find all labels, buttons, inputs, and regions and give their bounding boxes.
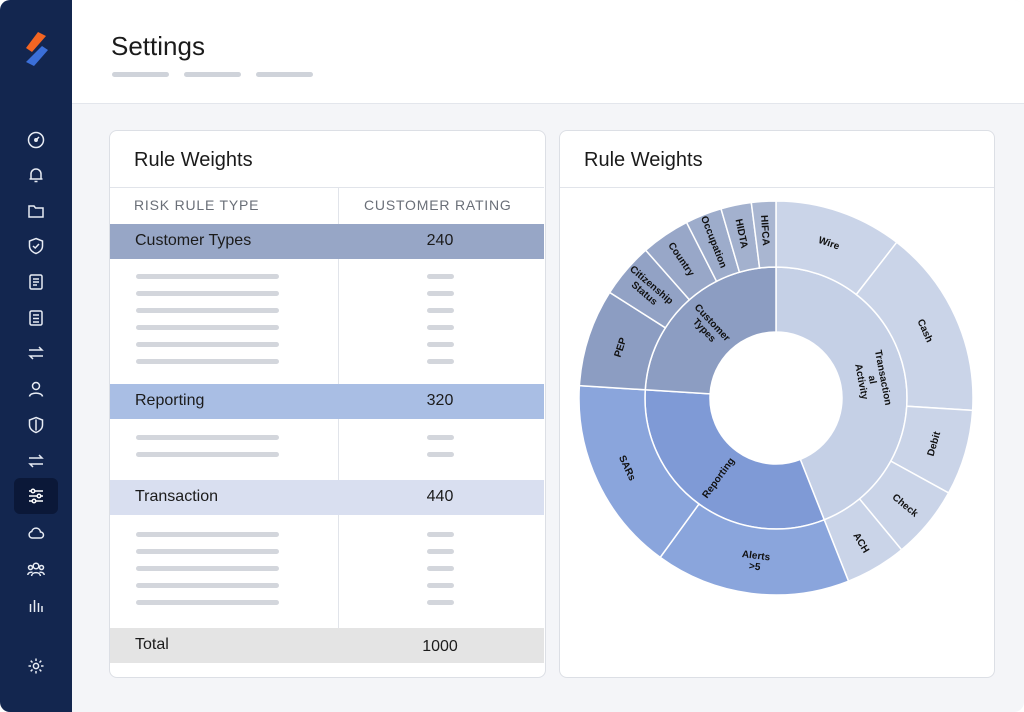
table-card-title: Rule Weights — [134, 149, 253, 171]
placeholder-line — [427, 435, 454, 440]
table-row-transaction[interactable]: Transaction 440 — [110, 480, 544, 515]
exchange-icon[interactable] — [24, 449, 48, 473]
placeholder-line — [427, 566, 454, 571]
user-icon[interactable] — [24, 377, 48, 401]
cloud-icon[interactable] — [24, 521, 48, 545]
placeholder-line — [136, 600, 279, 605]
shield-check-icon[interactable] — [24, 234, 48, 258]
placeholder-line — [427, 583, 454, 588]
bell-icon[interactable] — [24, 163, 48, 187]
placeholder-line — [427, 325, 454, 330]
page-header: Settings — [72, 0, 1024, 104]
placeholder-line — [136, 566, 279, 571]
sidebar — [0, 0, 72, 712]
total-label: Total — [135, 636, 169, 653]
sunburst-center — [711, 333, 841, 463]
placeholder-line — [136, 435, 279, 440]
row-label: Transaction — [135, 488, 218, 505]
chart-card-title: Rule Weights — [584, 149, 703, 171]
table-row-customer-types[interactable]: Customer Types 240 — [110, 224, 544, 259]
row-label: Reporting — [135, 392, 205, 409]
divider — [110, 187, 544, 188]
placeholder-line — [136, 452, 279, 457]
column-header-rating: CUSTOMER RATING — [364, 197, 512, 213]
placeholder-line — [136, 325, 279, 330]
users-icon[interactable] — [24, 557, 48, 581]
logo-icon[interactable] — [22, 30, 50, 70]
sunburst-label-alerts-5: Alerts>5 — [740, 549, 771, 574]
placeholder-line — [427, 274, 454, 279]
sunburst-label-hifca: HIFCA — [758, 215, 771, 246]
folder-icon[interactable] — [24, 199, 48, 223]
placeholder-line — [136, 549, 279, 554]
settings-icon[interactable] — [24, 654, 48, 678]
placeholder-line — [136, 274, 279, 279]
divider — [560, 187, 994, 188]
placeholder-line — [136, 308, 279, 313]
page-title: Settings — [111, 31, 205, 61]
table-row-total: Total 1000 — [110, 628, 544, 663]
column-divider — [338, 187, 339, 661]
report-icon[interactable] — [24, 306, 48, 330]
table-row-reporting[interactable]: Reporting 320 — [110, 384, 544, 419]
shield-icon[interactable] — [24, 413, 48, 437]
dashboard-icon[interactable] — [24, 128, 48, 152]
placeholder-line — [136, 342, 279, 347]
row-label: Customer Types — [135, 232, 252, 249]
transfer-icon[interactable] — [24, 341, 48, 365]
placeholder-line — [427, 359, 454, 364]
rule-weights-table-card: Rule Weights RISK RULE TYPE CUSTOMER RAT… — [109, 130, 546, 678]
placeholder-line — [136, 583, 279, 588]
row-value: 320 — [426, 392, 454, 409]
placeholder-line — [427, 342, 454, 347]
total-value: 1000 — [422, 638, 458, 655]
sunburst-outer-hifca[interactable] — [750, 200, 777, 269]
sunburst-chart: TransactionalActivityReportingCustomerTy… — [578, 200, 974, 596]
row-value: 240 — [426, 232, 454, 249]
bar-chart-icon[interactable] — [24, 593, 48, 617]
rule-weights-chart-card: Rule Weights TransactionalActivity Report… — [559, 130, 995, 678]
placeholder-line — [427, 600, 454, 605]
placeholder-line — [136, 359, 279, 364]
placeholder-line — [427, 532, 454, 537]
breadcrumb-placeholder — [112, 72, 169, 77]
row-value: 440 — [426, 488, 454, 505]
document-icon[interactable] — [24, 270, 48, 294]
placeholder-line — [136, 291, 279, 296]
breadcrumb-placeholder — [256, 72, 313, 77]
placeholder-line — [427, 308, 454, 313]
placeholder-line — [427, 291, 454, 296]
placeholder-line — [427, 549, 454, 554]
sliders-icon[interactable] — [24, 484, 48, 508]
column-header-rule-type: RISK RULE TYPE — [134, 197, 260, 213]
placeholder-line — [136, 532, 279, 537]
placeholder-line — [427, 452, 454, 457]
breadcrumb-placeholder — [184, 72, 241, 77]
